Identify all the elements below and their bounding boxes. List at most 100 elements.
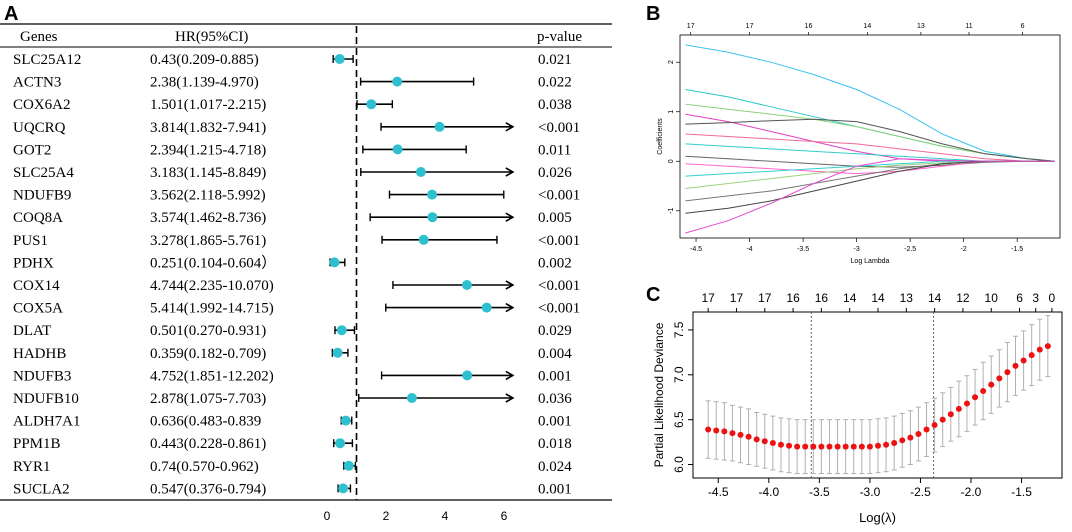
hr-point	[392, 144, 403, 155]
x-tick-label: -1.5	[1011, 246, 1023, 253]
deviance-point	[883, 441, 890, 448]
deviance-point	[923, 426, 930, 433]
top-tick-label: 11	[965, 23, 972, 30]
hr-ci-label: 0.359(0.182-0.709)	[150, 346, 266, 362]
hr-ci-label: 3.278(1.865-5.761)	[150, 233, 266, 249]
gene-label: RYR1	[13, 459, 51, 475]
coef-path-s2	[685, 89, 1055, 162]
hr-ci-label: 3.183(1.145-8.849)	[150, 165, 266, 181]
gene-label: SUCLA2	[13, 481, 70, 497]
gene-label: HADHB	[13, 346, 66, 362]
top-tick-label: 13	[900, 291, 914, 305]
p-value-label: 0.002	[538, 255, 572, 271]
deviance-point	[858, 443, 865, 450]
deviance-point	[947, 411, 954, 418]
top-tick-label: 0	[1049, 291, 1056, 305]
hr-point	[427, 189, 438, 200]
deviance-point	[907, 434, 914, 441]
hr-ci-label: 0.43(0.209-0.885)	[150, 52, 259, 68]
hr-point	[335, 438, 346, 449]
deviance-point	[1036, 346, 1043, 353]
hr-ci-label: 1.501(1.017-2.215)	[150, 97, 266, 113]
deviance-point	[899, 437, 906, 444]
deviance-point	[1012, 362, 1019, 369]
top-tick-label: 14	[843, 291, 857, 305]
deviance-point	[972, 394, 979, 401]
x-tick-label: -1.5	[1011, 485, 1032, 499]
p-value-label: 0.022	[538, 75, 572, 91]
p-value-label: <0.001	[538, 233, 580, 249]
deviance-point	[777, 441, 784, 448]
x-tick-label: -2.0	[961, 485, 982, 499]
hr-point	[340, 415, 351, 426]
x-tick-label: -3.5	[797, 246, 809, 253]
deviance-point	[834, 443, 841, 450]
deviance-point	[1028, 352, 1035, 359]
p-value-label: 0.004	[538, 346, 572, 362]
coef-path-s6	[685, 133, 1055, 162]
x-tick-label: 0	[324, 509, 331, 523]
gene-label: UQCRQ	[13, 120, 66, 136]
gene-label: NDUFB3	[13, 368, 71, 384]
gene-label: COQ8A	[13, 210, 63, 226]
x-tick-label: -4	[746, 246, 752, 253]
deviance-point	[866, 443, 873, 450]
deviance-point	[891, 440, 898, 447]
deviance-point	[842, 443, 849, 450]
deviance-point	[802, 443, 809, 450]
x-axis-label: Log Lambda	[851, 258, 890, 265]
deviance-point	[1004, 369, 1011, 376]
x-tick-label: 2	[383, 509, 390, 523]
top-tick-label: 17	[746, 23, 754, 30]
top-tick-label: 17	[687, 23, 695, 30]
coef-path-s14	[685, 158, 1055, 234]
forest-x-axis: 0 2 4 6	[324, 26, 508, 523]
x-axis-label: Log(λ)	[859, 510, 896, 525]
gene-label: DLAT	[13, 323, 51, 339]
hr-point	[366, 99, 377, 110]
deviance-point	[931, 422, 938, 429]
hr-point	[332, 347, 343, 358]
cv-deviance-plot: -4.5 -4.0 -3.5 -3.0 -2.5 -2.0 -1.5 6.0 6.5 7.0 7.5…	[652, 291, 1063, 525]
plot-frame	[692, 311, 1063, 479]
x-tick-label: -2.5	[910, 485, 931, 499]
x-tick-label: 4	[442, 509, 449, 523]
panel-b-letter: B	[646, 3, 660, 25]
gene-label: NDUFB10	[13, 391, 79, 407]
panel-a-letter: A	[4, 3, 18, 25]
top-tick-label: 17	[758, 291, 772, 305]
p-value-label: 0.011	[538, 142, 571, 158]
hr-point	[427, 212, 438, 223]
top-tick-label: 3	[1032, 291, 1039, 305]
deviance-point	[810, 443, 817, 450]
hr-ci-label: 3.562(2.118-5.992)	[150, 188, 266, 204]
y-tick-label: 6.5	[672, 411, 686, 428]
hr-ci-label: 0.636(0.483-0.839	[150, 414, 261, 430]
hr-point	[336, 325, 347, 336]
gene-label: GOT2	[13, 142, 51, 158]
ci-arrow	[505, 370, 515, 381]
x-tick-label: -2	[961, 246, 967, 253]
gene-label: PDHX	[13, 255, 54, 271]
hr-ci-label: 0.251(0.104-0.604）	[150, 254, 276, 271]
forest-rows: SLC25A12 0.43(0.209-0.885) 0.021 ACTN3 2.38(…	[13, 52, 580, 497]
y-tick-label: -1	[668, 208, 675, 214]
deviance-point	[850, 443, 857, 450]
ci-arrow	[505, 212, 515, 222]
deviance-point	[980, 387, 987, 394]
p-value-label: 0.018	[538, 436, 572, 452]
p-value-label: 0.001	[538, 368, 572, 384]
top-tick-label: 6	[1016, 291, 1023, 305]
y-axis-label: Coefficients	[657, 118, 664, 155]
gene-label: COX14	[13, 278, 60, 294]
deviance-point	[988, 381, 995, 388]
top-tick-label: 14	[928, 291, 942, 305]
p-value-label: <0.001	[538, 188, 580, 204]
y-tick-label: 1	[668, 110, 675, 114]
top-tick-label: 6	[1021, 23, 1025, 30]
hr-point	[462, 370, 473, 381]
p-value-label: 0.021	[538, 52, 572, 68]
deviance-point	[753, 436, 760, 443]
hr-point	[406, 393, 417, 403]
